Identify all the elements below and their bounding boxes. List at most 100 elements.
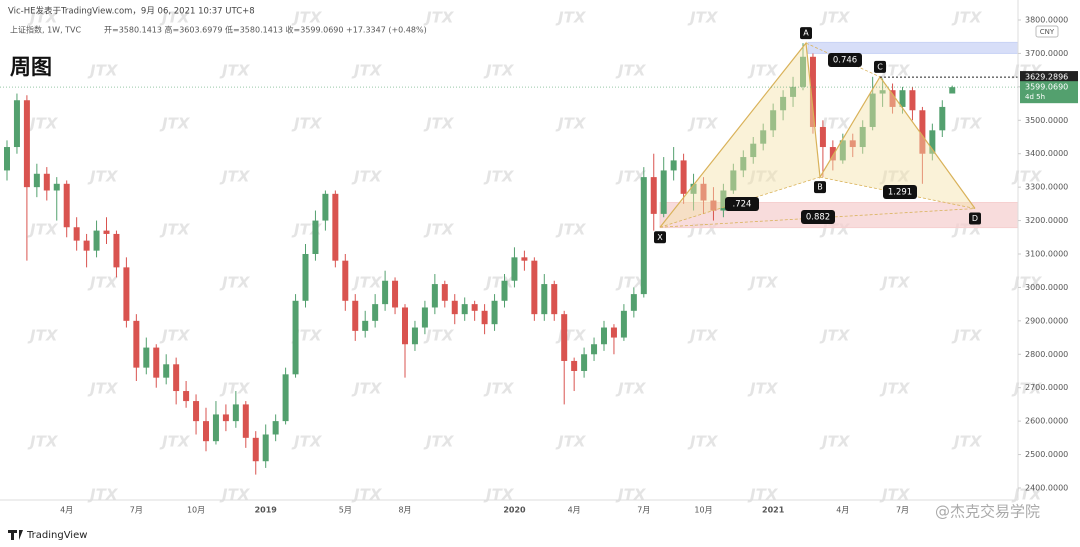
watermark: JTX xyxy=(615,168,647,186)
candle-body xyxy=(461,304,468,315)
candle-body xyxy=(670,160,677,171)
candle-body xyxy=(252,437,259,462)
x-tick-label: 4月 xyxy=(568,506,581,515)
watermark: JTX xyxy=(555,115,587,133)
candle-body xyxy=(212,414,219,442)
candle-body xyxy=(33,173,40,188)
currency-box xyxy=(1035,25,1059,38)
watermark: JTX xyxy=(819,115,851,133)
watermark: JTX xyxy=(351,168,383,186)
candle-body xyxy=(680,160,687,194)
candle-body xyxy=(581,354,588,371)
candle-body xyxy=(362,320,369,331)
candle-body xyxy=(949,87,956,94)
chart-label: 周图 xyxy=(10,55,52,79)
watermark: JTX xyxy=(483,168,515,186)
watermark: JTX xyxy=(219,380,251,398)
x-tick-label: 4月 xyxy=(836,506,849,515)
y-tick-label: 3100.0000 xyxy=(1025,249,1068,258)
ratio-box xyxy=(725,197,759,211)
candle-body xyxy=(242,404,249,438)
pattern-point-box xyxy=(800,27,812,40)
candle-body xyxy=(441,284,448,301)
candle-body xyxy=(113,233,120,268)
watermark: JTX xyxy=(879,168,911,186)
candle-body xyxy=(899,90,906,107)
candle-body xyxy=(720,190,727,211)
watermark: JTX xyxy=(219,168,251,186)
candle-body xyxy=(471,304,478,311)
watermark: JTX xyxy=(423,9,455,27)
pattern-fill xyxy=(820,76,975,209)
watermark: JTX xyxy=(27,327,59,345)
watermark: JTX xyxy=(687,433,719,451)
watermark: JTX xyxy=(555,221,587,239)
watermark: JTX xyxy=(291,327,323,345)
candle-body xyxy=(630,294,637,311)
candle-body xyxy=(710,200,717,211)
watermark: JTX xyxy=(879,380,911,398)
candle-body xyxy=(402,307,408,345)
candle-body xyxy=(740,157,747,171)
pattern-point-label: A xyxy=(803,29,809,38)
y-tick-label: 2400.0000 xyxy=(1025,483,1068,492)
candle-body xyxy=(501,280,508,301)
candle-body xyxy=(73,227,80,241)
watermark: JTX xyxy=(483,486,515,504)
watermark: JTX xyxy=(483,380,515,398)
candle-body xyxy=(43,173,50,191)
candle-body xyxy=(491,300,498,325)
x-tick-label: 10月 xyxy=(187,506,205,515)
candle-body xyxy=(203,421,209,442)
y-tick-label: 2500.0000 xyxy=(1025,450,1068,459)
candle-body xyxy=(163,364,170,378)
watermark: JTX xyxy=(819,327,851,345)
candle-body xyxy=(770,110,777,131)
watermark: JTX xyxy=(879,62,911,80)
watermark: JTX xyxy=(351,62,383,80)
ratio-box xyxy=(883,185,917,199)
y-tick-label: 3300.0000 xyxy=(1025,183,1068,192)
watermark: JTX xyxy=(687,9,719,27)
candle-body xyxy=(352,300,359,331)
logo-mark xyxy=(8,530,23,540)
candle-body xyxy=(819,126,826,148)
candle-body xyxy=(312,220,319,254)
watermark: JTX xyxy=(87,380,119,398)
candle-body xyxy=(869,93,876,127)
watermark: JTX xyxy=(27,9,59,27)
watermark: JTX xyxy=(27,433,59,451)
watermark: JTX xyxy=(879,486,911,504)
candle-body xyxy=(809,56,816,127)
ratio-label: 0.746 xyxy=(833,56,857,66)
candle-body xyxy=(292,300,299,375)
candle-body xyxy=(282,374,289,422)
credit: @杰克交易学院 xyxy=(935,503,1040,521)
watermark: JTX xyxy=(879,274,911,292)
y-tick-label: 2900.0000 xyxy=(1025,316,1068,325)
candle-body xyxy=(103,230,110,234)
candle-body xyxy=(451,300,458,315)
x-tick-label: 10月 xyxy=(694,506,712,515)
candle-body xyxy=(382,280,389,305)
x-tick-label: 2021 xyxy=(762,506,785,515)
candle-body xyxy=(750,143,757,158)
watermark: JTX xyxy=(87,486,119,504)
candle-body xyxy=(13,100,20,148)
candle-body xyxy=(262,434,269,462)
zone xyxy=(807,41,1019,54)
byline: Vic-HE发表于TradingView.com，9月 06, 2021 10:… xyxy=(8,6,255,17)
y-tick-label: 3000.0000 xyxy=(1025,283,1068,292)
watermark: JTX xyxy=(687,115,719,133)
candle-body xyxy=(879,90,886,94)
candle-body xyxy=(839,140,846,161)
candle-body xyxy=(939,106,946,131)
watermark: JTX xyxy=(951,433,983,451)
watermark: JTX xyxy=(747,274,779,292)
pattern-point-label: B xyxy=(817,183,823,192)
candle-body xyxy=(800,56,806,87)
watermark: JTX xyxy=(555,327,587,345)
candle-body xyxy=(63,183,70,228)
watermark: JTX xyxy=(423,433,455,451)
